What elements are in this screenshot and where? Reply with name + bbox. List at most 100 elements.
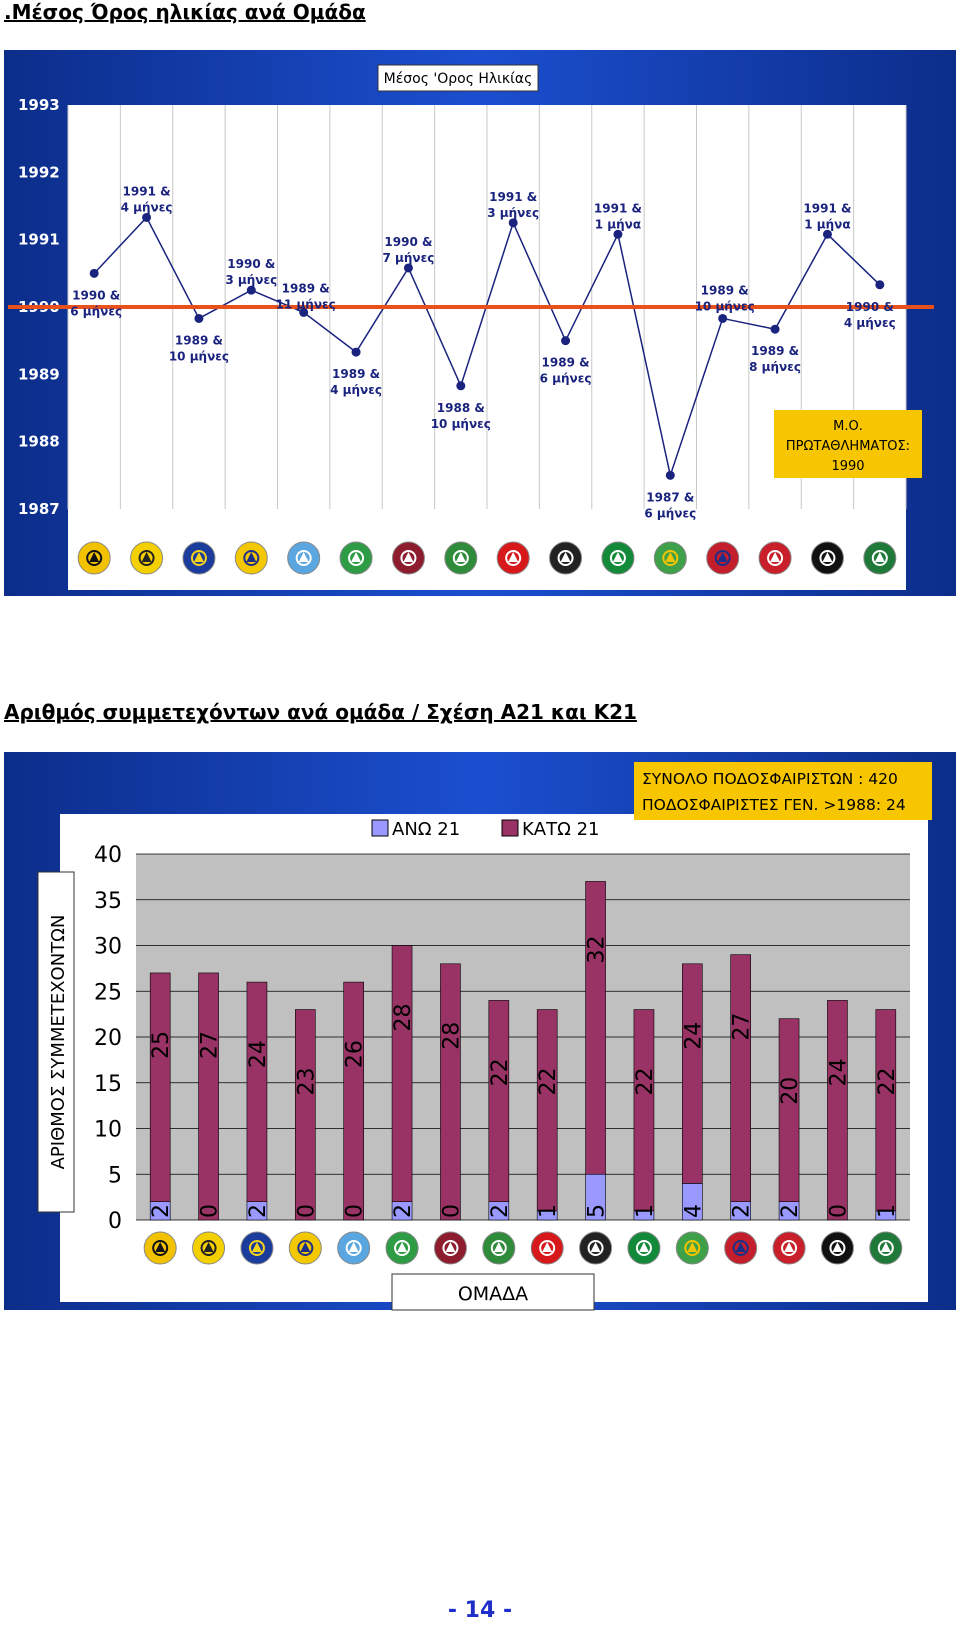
championship-average-box-bg [774, 410, 922, 478]
panathinaikos-logo-mark [638, 1242, 649, 1252]
age-point-label: 1989 & 10 μήνες [695, 283, 755, 313]
bar-under21 [730, 954, 751, 1202]
age-point-label: 1989 & 11 μήνες [276, 281, 336, 311]
aek-logo-mark [155, 1242, 166, 1252]
chart-title: Μέσος 'Ορος Ηλικίας [377, 64, 539, 92]
bar-label-under21: 24 [826, 1058, 851, 1086]
bar-label-under21: 24 [681, 1022, 706, 1050]
ofi-logo [579, 1231, 613, 1265]
age-point-label-line: 4 μήνες [121, 200, 173, 214]
age-point-label-line: 3 μήνες [487, 206, 539, 220]
panionios-logo-emblem [732, 1240, 749, 1256]
bar-under21 [198, 972, 219, 1221]
bar-label-under21: 23 [294, 1068, 319, 1096]
totals-text: ΣΥΝΟΛΟ ΠΟΔΟΣΦΑΙΡΙΣΤΩΝ : 420 [642, 770, 898, 788]
age-point-label-line: 1989 & [332, 367, 380, 381]
larissa-logo-mark [445, 1242, 456, 1252]
y-tick-label: 30 [94, 935, 122, 960]
aek-logo-mark [89, 552, 100, 562]
age-point-label-line: 1 μήνα [595, 217, 641, 231]
aek-logo-emblem [86, 550, 103, 566]
aris-logo [192, 1231, 226, 1265]
age-point-label: 1990 & 4 μήνες [844, 300, 896, 330]
panserraikos-logo-mark [880, 1242, 891, 1252]
panserraikos-logo-emblem [871, 550, 888, 566]
levadiakos-logo [482, 1231, 516, 1265]
age-point-label-line: 1990 & [227, 257, 275, 271]
age-point-label: 1989 & 6 μήνες [540, 356, 592, 386]
age-point-label-line: 6 μήνες [644, 506, 696, 520]
aris-logo-mark [203, 1242, 214, 1252]
bar-under21 [149, 972, 171, 1202]
kerkyra-logo-emblem [684, 1240, 701, 1256]
x-axis-label-text: ΟΜΑΔΑ [458, 1283, 528, 1305]
age-point-label-line: 1990 & [846, 300, 894, 314]
age-point [403, 263, 413, 273]
panathinaikos-logo-emblem [635, 1240, 652, 1256]
age-point-label-line: 4 μήνες [844, 316, 896, 330]
panthrakikos-logo-mark [397, 1242, 408, 1252]
age-point-label-line: 8 μήνες [749, 360, 801, 374]
totals-box-bg [634, 762, 932, 820]
age-point [822, 229, 832, 239]
age-point-label-line: 1989 & [175, 333, 223, 347]
age-point-label-line: 1989 & [542, 356, 590, 370]
age-point [89, 268, 99, 278]
panetolikos-logo-mark [246, 552, 257, 562]
olympiacos-logo-mark [508, 552, 519, 562]
bar-under21 [827, 1000, 848, 1221]
aris-logo [130, 541, 164, 575]
age-point [875, 280, 885, 290]
panetolikos-logo-mark [300, 1242, 311, 1252]
age-point-label-line: 1991 & [123, 184, 171, 198]
ofi-logo-emblem [557, 550, 574, 566]
ofi-logo-mark [590, 1242, 601, 1252]
y-tick-label: 1988 [18, 433, 60, 451]
paok-logo-mark [832, 1242, 843, 1252]
age-point [718, 313, 728, 323]
xanthi-logo-emblem [767, 550, 784, 566]
age-point-label: 1987 & 6 μήνες [644, 490, 696, 520]
panthrakikos-logo-emblem [348, 550, 365, 566]
xanthi-logo-emblem [781, 1240, 798, 1256]
aek-logo [77, 541, 111, 575]
totals-text: ΠΟΔΟΣΦΑΙΡΙΣΤΕΣ ΓΕΝ. >1988: 24 [642, 796, 906, 814]
panthrakikos-logo [385, 1231, 419, 1265]
age-point-label-line: 1990 & [72, 288, 120, 302]
bar-label-under21: 22 [633, 1068, 658, 1096]
bar-label-under21: 20 [778, 1077, 803, 1105]
panetolikos-logo-emblem [243, 550, 260, 566]
age-point-label-line: 1 μήνα [804, 217, 850, 231]
y-tick-label: 1989 [18, 365, 60, 383]
age-point-label-line: 10 μήνες [431, 417, 491, 431]
bar-label-over21: 0 [198, 1204, 223, 1218]
ofi-logo-mark [560, 552, 571, 562]
panetolikos-logo-emblem [297, 1240, 314, 1256]
legend: ΑΝΩ 21 ΚΑΤΩ 21 [371, 819, 600, 840]
bar-under21 [488, 1000, 510, 1202]
age-point [508, 218, 518, 228]
panetolikos-logo [234, 541, 268, 575]
paok-logo-emblem [819, 550, 836, 566]
bar-under21 [295, 1009, 316, 1221]
age-point [456, 381, 466, 391]
legend-swatch-over21 [371, 819, 389, 837]
bar-label-under21: 28 [391, 1004, 416, 1032]
larissa-logo [391, 541, 425, 575]
bar-under21 [440, 963, 461, 1221]
y-tick-label: 25 [94, 980, 122, 1005]
atromitos-logo [287, 541, 321, 575]
age-point-label-line: 6 μήνες [70, 304, 122, 318]
bar-under21 [682, 963, 703, 1184]
olympiacos-logo-emblem [539, 1240, 556, 1256]
panthrakikos-logo [339, 541, 373, 575]
y-axis-label-box [37, 871, 75, 1213]
y-axis-label-text: ΑΡΙΘΜΟΣ ΣΥΜΜΕΤΕΧΟΝΤΩΝ [48, 915, 69, 1170]
x-axis-label-box [391, 1273, 595, 1311]
bar-under21 [391, 945, 413, 1203]
paok-logo-mark [822, 552, 833, 562]
bar-under21 [778, 1018, 800, 1203]
bar-label-under21: 27 [730, 1013, 755, 1041]
bar-label-over21: 0 [439, 1204, 464, 1218]
